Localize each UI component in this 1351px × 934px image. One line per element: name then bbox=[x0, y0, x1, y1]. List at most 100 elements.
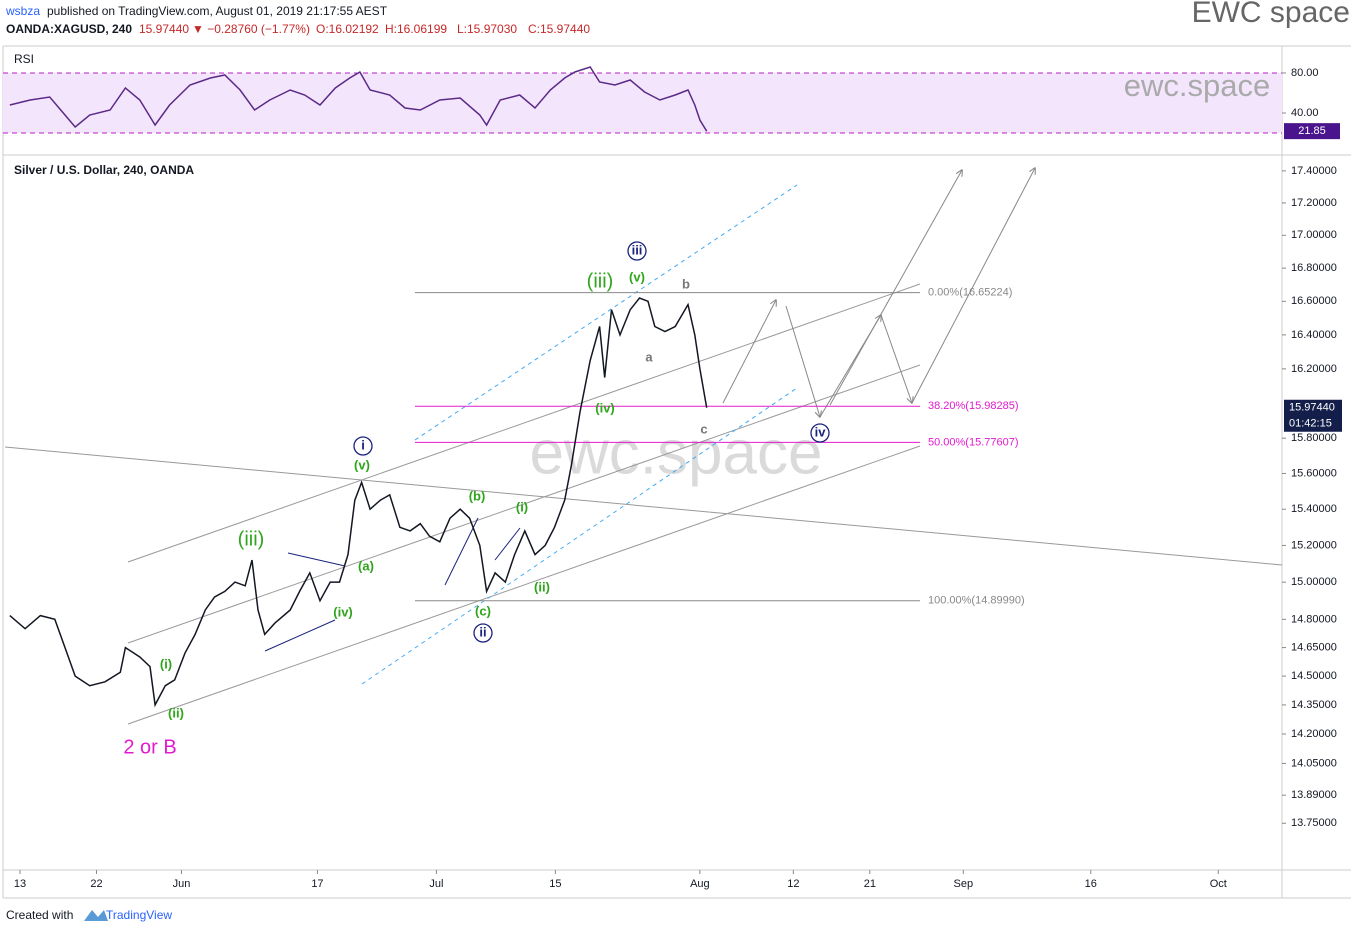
price-badge-label: 15.97440 bbox=[1289, 402, 1335, 414]
fib-label: 0.00%(16.65224) bbox=[928, 287, 1012, 299]
y-tick-label: 80.00 bbox=[1291, 67, 1319, 79]
pane-title: RSI bbox=[14, 52, 34, 66]
y-tick-label: 14.50000 bbox=[1291, 670, 1337, 682]
trendline bbox=[785, 305, 820, 417]
wave-circle bbox=[473, 623, 493, 643]
last-value-label: 21.85 bbox=[1298, 125, 1326, 137]
y-tick-label: 14.65000 bbox=[1291, 641, 1337, 653]
x-tick-label: 12 bbox=[787, 878, 799, 890]
wave-label: c bbox=[700, 421, 707, 436]
y-tick-label: 17.20000 bbox=[1291, 197, 1337, 209]
x-tick-label: 15 bbox=[549, 878, 561, 890]
footer-brand[interactable]: TradingView bbox=[106, 908, 172, 922]
y-tick-label: 15.80000 bbox=[1291, 432, 1337, 444]
x-tick-label: 21 bbox=[864, 878, 876, 890]
wave-label: (a) bbox=[358, 558, 374, 573]
fib-label: 50.00%(15.77607) bbox=[928, 436, 1019, 448]
trendline bbox=[494, 527, 521, 561]
wave-circle bbox=[810, 423, 830, 443]
published: published on TradingView.com, August 01,… bbox=[47, 4, 388, 18]
trendline bbox=[829, 170, 962, 406]
footer-created: Created with bbox=[6, 908, 73, 922]
wave-label: 2 or B bbox=[123, 736, 176, 758]
y-tick-label: 15.40000 bbox=[1291, 503, 1337, 515]
wave-label: (c) bbox=[475, 603, 491, 618]
wave-label: (ii) bbox=[168, 705, 184, 720]
y-tick-label: 17.00000 bbox=[1291, 229, 1337, 241]
y-tick-label: 16.60000 bbox=[1291, 295, 1337, 307]
wave-label: (i) bbox=[160, 656, 172, 671]
trendline bbox=[722, 300, 776, 404]
x-tick-label: Sep bbox=[954, 878, 974, 890]
rsi-band bbox=[3, 73, 1282, 133]
y-tick-label: 17.40000 bbox=[1291, 165, 1337, 177]
open: O:16.02192 bbox=[316, 22, 379, 36]
wave-label: (iv) bbox=[333, 604, 353, 619]
wave-label: i bbox=[361, 437, 365, 452]
x-tick-label: Jul bbox=[429, 878, 443, 890]
watermark: ewc.space bbox=[530, 418, 823, 487]
x-tick-label: 16 bbox=[1085, 878, 1097, 890]
wave-label: (iii) bbox=[587, 270, 614, 292]
y-tick-label: 13.89000 bbox=[1291, 789, 1337, 801]
x-tick-label: Oct bbox=[1210, 878, 1227, 890]
last-value-badge bbox=[1284, 123, 1340, 140]
trendline bbox=[911, 168, 1035, 404]
y-tick-label: 40.00 bbox=[1291, 107, 1319, 119]
series-line bbox=[9, 297, 708, 708]
wave-label: iv bbox=[815, 424, 827, 439]
x-tick-label: Jun bbox=[173, 878, 191, 890]
y-tick-label: 16.20000 bbox=[1291, 363, 1337, 375]
trendline bbox=[880, 314, 912, 403]
wave-label: b bbox=[682, 276, 690, 291]
wave-label: (b) bbox=[469, 488, 486, 503]
trendline bbox=[127, 364, 921, 644]
price-badge bbox=[1284, 399, 1342, 432]
y-tick-label: 14.80000 bbox=[1291, 613, 1337, 625]
x-tick-label: Aug bbox=[690, 878, 710, 890]
x-tick-label: 22 bbox=[90, 878, 102, 890]
author[interactable]: wsbza bbox=[5, 4, 40, 18]
close: C:15.97440 bbox=[528, 22, 590, 36]
symbol: OANDA:XAGUSD, 240 bbox=[6, 22, 132, 36]
wave-circle bbox=[353, 436, 373, 456]
x-tick-label: 17 bbox=[311, 878, 323, 890]
countdown: 01:42:15 bbox=[1289, 418, 1332, 430]
y-tick-label: 15.00000 bbox=[1291, 576, 1337, 588]
brand: EWC space bbox=[1192, 0, 1350, 29]
logo bbox=[84, 910, 108, 921]
y-tick-label: 14.20000 bbox=[1291, 728, 1337, 740]
trendline bbox=[444, 517, 479, 586]
change: ▼ −0.28760 (−1.77%) bbox=[192, 22, 310, 36]
wave-label: (iii) bbox=[238, 528, 265, 550]
wave-label: (i) bbox=[516, 499, 528, 514]
wave-label: (ii) bbox=[534, 579, 550, 594]
y-tick-label: 16.80000 bbox=[1291, 262, 1337, 274]
y-tick-label: 14.35000 bbox=[1291, 699, 1337, 711]
trendline bbox=[287, 552, 346, 567]
trendline bbox=[4, 446, 1283, 566]
low: L:15.97030 bbox=[457, 22, 517, 36]
fib-label: 38.20%(15.98285) bbox=[928, 400, 1019, 412]
trendline bbox=[264, 619, 336, 652]
series-line bbox=[9, 66, 708, 132]
trendline bbox=[127, 445, 921, 725]
wave-label: (v) bbox=[629, 269, 645, 284]
y-tick-label: 13.75000 bbox=[1291, 817, 1337, 829]
y-tick-label: 15.20000 bbox=[1291, 539, 1337, 551]
wave-label: (v) bbox=[354, 457, 370, 472]
wave-label: iii bbox=[632, 242, 643, 257]
pane-title: Silver / U.S. Dollar, 240, OANDA bbox=[14, 163, 194, 177]
wave-circle bbox=[627, 241, 647, 261]
y-tick-label: 15.60000 bbox=[1291, 467, 1337, 479]
y-tick-label: 16.40000 bbox=[1291, 329, 1337, 341]
wave-label: (iv) bbox=[595, 400, 615, 415]
x-tick-label: 13 bbox=[14, 878, 26, 890]
last: 15.97440 bbox=[139, 22, 189, 36]
fib-label: 100.00%(14.89990) bbox=[928, 595, 1025, 607]
watermark: ewc.space bbox=[1124, 68, 1270, 103]
wave-label: a bbox=[645, 349, 653, 364]
trendline bbox=[127, 283, 921, 563]
high: H:16.06199 bbox=[385, 22, 447, 36]
